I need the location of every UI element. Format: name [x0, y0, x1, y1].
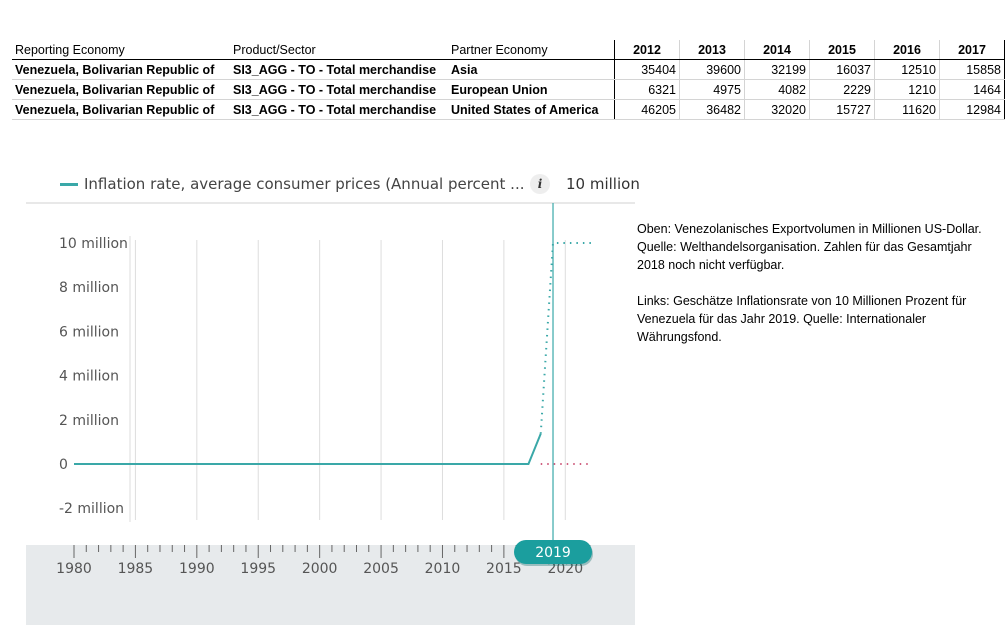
- header-year-2013: 2013: [679, 40, 745, 60]
- y-tick-label: 2 million: [59, 413, 119, 429]
- info-icon[interactable]: i: [530, 174, 550, 194]
- cell-value: 1210: [874, 79, 940, 100]
- cell-value: 1464: [939, 79, 1005, 100]
- cell-value: 6321: [614, 79, 680, 100]
- cell-value: 32020: [744, 99, 810, 120]
- header-year-2012: 2012: [614, 40, 680, 60]
- header-year-2017: 2017: [939, 40, 1005, 60]
- cell-product: SI3_AGG - TO - Total merchandise: [230, 99, 448, 120]
- series-line: [74, 433, 542, 465]
- legend-swatch: [60, 182, 78, 186]
- cell-partner: United States of America: [448, 99, 615, 120]
- cell-partner: European Union: [448, 79, 615, 100]
- y-axis: 10 million 8 million 6 million 4 million 2 m…: [59, 236, 128, 517]
- header-reporting-economy: Reporting Economy: [12, 40, 230, 60]
- cell-reporter: Venezuela, Bolivarian Republic of: [12, 99, 230, 120]
- legend-value: 10 million: [566, 175, 640, 193]
- table-row: Venezuela, Bolivarian Republic of SI3_AG…: [12, 99, 1005, 120]
- cell-value: 12984: [939, 99, 1005, 120]
- cell-product: SI3_AGG - TO - Total merchandise: [230, 59, 448, 80]
- year-marker[interactable]: 2019: [514, 540, 594, 566]
- export-table: Reporting Economy Product/Sector Partner…: [12, 40, 1005, 120]
- cell-value: 46205: [614, 99, 680, 120]
- cell-value: 32199: [744, 59, 810, 80]
- cell-value: 35404: [614, 59, 680, 80]
- cell-reporter: Venezuela, Bolivarian Republic of: [12, 59, 230, 80]
- header-partner-economy: Partner Economy: [448, 40, 615, 60]
- series-projection-line: [539, 242, 592, 434]
- annotation-left: Links: Geschätze Inflationsrate von 10 M…: [637, 294, 967, 344]
- x-axis: 1980 1985 1990 1995 2000 2005 2010 2015 2020: [56, 545, 591, 577]
- cell-value: 15727: [809, 99, 875, 120]
- x-tick-label: 2010: [425, 561, 461, 577]
- cell-value: 11620: [874, 99, 940, 120]
- cell-value: 2229: [809, 79, 875, 100]
- x-tick-label: 1990: [179, 561, 215, 577]
- series-group: [74, 242, 592, 465]
- cell-value: 15858: [939, 59, 1005, 80]
- y-tick-label: 6 million: [59, 324, 119, 340]
- y-tick-label: 8 million: [59, 280, 119, 296]
- year-marker-label: 2019: [535, 545, 571, 561]
- cell-value: 16037: [809, 59, 875, 80]
- inflation-chart: 10 million 8 million 6 million 4 million 2 m…: [26, 202, 635, 625]
- cell-partner: Asia: [448, 59, 615, 80]
- table-header-row: Reporting Economy Product/Sector Partner…: [12, 40, 1005, 60]
- table-row: Venezuela, Bolivarian Republic of SI3_AG…: [12, 59, 1005, 80]
- header-product-sector: Product/Sector: [230, 40, 448, 60]
- cell-value: 39600: [679, 59, 745, 80]
- annotation-top: Oben: Venezolanisches Exportvolumen in M…: [637, 222, 982, 272]
- x-tick-label: 2000: [302, 561, 338, 577]
- cell-value: 4975: [679, 79, 745, 100]
- y-tick-label: -2 million: [59, 501, 124, 517]
- cell-value: 12510: [874, 59, 940, 80]
- y-tick-label: 4 million: [59, 369, 119, 385]
- legend-label: Inflation rate, average consumer prices …: [84, 175, 524, 193]
- year-marker-pill[interactable]: [514, 540, 593, 564]
- table-row: Venezuela, Bolivarian Republic of SI3_AG…: [12, 79, 1005, 100]
- header-year-2015: 2015: [809, 40, 875, 60]
- header-year-2014: 2014: [744, 40, 810, 60]
- cell-product: SI3_AGG - TO - Total merchandise: [230, 79, 448, 100]
- annotation-text: Oben: Venezolanisches Exportvolumen in M…: [637, 220, 997, 364]
- x-tick-label: 2015: [486, 561, 522, 577]
- y-tick-label: 10 million: [59, 236, 128, 252]
- x-tick-label: 2020: [547, 561, 583, 577]
- x-tick-label: 2005: [363, 561, 399, 577]
- grid-lines: [129, 236, 566, 522]
- cell-reporter: Venezuela, Bolivarian Republic of: [12, 79, 230, 100]
- cell-value: 36482: [679, 99, 745, 120]
- x-tick-label: 1985: [118, 561, 154, 577]
- chart-legend[interactable]: Inflation rate, average consumer prices …: [60, 172, 640, 196]
- x-tick-label: 1980: [56, 561, 92, 577]
- header-year-2016: 2016: [874, 40, 940, 60]
- cell-value: 4082: [744, 79, 810, 100]
- y-tick-label: 0: [59, 457, 68, 473]
- x-tick-label: 1995: [240, 561, 276, 577]
